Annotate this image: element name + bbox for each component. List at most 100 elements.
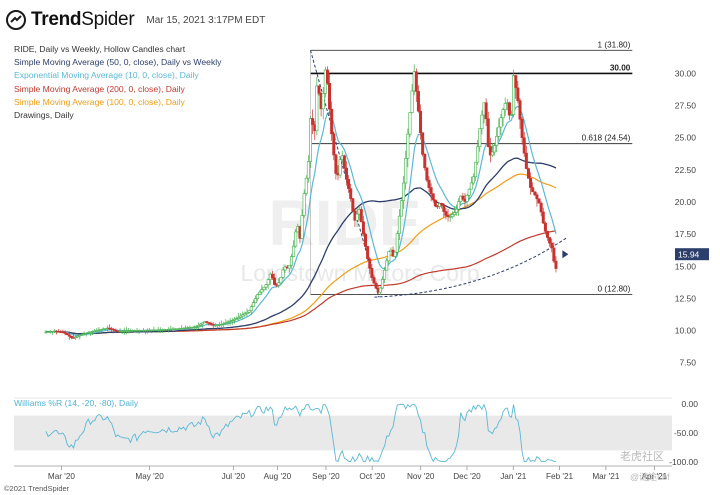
x-tick-label: Apr '21 xyxy=(642,472,668,481)
last-price-label: 15.94 xyxy=(678,250,700,260)
legend-item-sma100[interactable]: Simple Moving Average (100, 0, close), D… xyxy=(14,96,185,107)
candle-body xyxy=(196,324,200,327)
candle-body xyxy=(425,167,429,181)
candle-body xyxy=(474,161,478,178)
y-tick-label: 17.50 xyxy=(675,229,697,239)
candle-body xyxy=(328,82,332,110)
candle-body xyxy=(457,201,461,210)
candle-body xyxy=(304,177,308,194)
last-price-marker xyxy=(562,250,569,259)
candle-body xyxy=(546,231,550,238)
candle-body xyxy=(406,133,410,159)
candle-body xyxy=(258,291,262,295)
candle-body xyxy=(548,237,552,244)
candle-body xyxy=(490,151,494,156)
candle-body xyxy=(370,268,374,278)
candle-body xyxy=(332,133,336,156)
candle-body xyxy=(480,114,484,130)
candle-body xyxy=(452,212,456,215)
fib-level-label: 1 (31.80) xyxy=(598,40,631,49)
candle-body xyxy=(450,214,454,217)
candle-body xyxy=(510,114,514,116)
chart-legend: RIDE, Daily vs Weekly, Hollow Candles ch… xyxy=(14,43,221,122)
x-tick-label: Feb '21 xyxy=(546,472,573,481)
candle-body xyxy=(387,251,391,262)
candle-body xyxy=(520,118,524,139)
candle-body xyxy=(524,152,528,169)
legend-item-sma50[interactable]: Simple Moving Average (50, 0, close), Da… xyxy=(14,57,222,68)
candle-body xyxy=(429,187,433,195)
candle-body xyxy=(414,71,418,92)
candle-body xyxy=(493,145,497,153)
wr-tick-label: -50.00 xyxy=(674,428,698,438)
candle-body xyxy=(306,161,310,179)
x-tick-label: Sep '20 xyxy=(312,472,340,481)
candle-body xyxy=(455,208,459,213)
candle-body xyxy=(374,282,378,289)
candle-body xyxy=(207,322,211,324)
drawing-swing-line xyxy=(310,50,380,298)
y-tick-label: 30.00 xyxy=(675,68,697,78)
wr-tick-label: -100.00 xyxy=(669,457,698,467)
candle-body xyxy=(114,329,118,332)
candle-body xyxy=(419,110,423,133)
y-tick-label: 20.00 xyxy=(675,197,697,207)
candle-body xyxy=(239,315,243,318)
candle-body xyxy=(249,306,253,311)
candle-body xyxy=(260,289,264,293)
candle-body xyxy=(514,75,518,89)
candle-body xyxy=(526,168,530,179)
candle-body xyxy=(300,215,304,239)
candle-body xyxy=(264,284,268,288)
candle-body xyxy=(287,264,291,269)
wr-neutral-band xyxy=(14,415,672,451)
candle-body xyxy=(361,221,365,235)
candle-body xyxy=(366,246,370,260)
candle-body xyxy=(469,182,473,190)
drawing-trend-curve xyxy=(374,237,567,298)
candle-body xyxy=(302,193,306,216)
timestamp: Mar 15, 2021 3:17PM EDT xyxy=(146,14,266,26)
y-tick-label: 12.50 xyxy=(675,293,697,303)
candle-body xyxy=(503,103,507,110)
candle-body xyxy=(467,188,471,196)
candle-body xyxy=(234,318,238,320)
candle-body xyxy=(488,146,492,156)
candle-body xyxy=(330,108,334,135)
candle-body xyxy=(433,199,437,207)
candle-body xyxy=(442,205,446,212)
candle-body xyxy=(399,200,403,217)
candle-body xyxy=(393,251,397,257)
sma50-line xyxy=(45,157,557,335)
candle-body xyxy=(294,231,298,247)
candle-body xyxy=(516,87,520,101)
legend-item-ema10[interactable]: Exponential Moving Average (10, 0, close… xyxy=(14,70,199,81)
candle-body xyxy=(440,203,444,206)
fib-level-label: 0 (12.80) xyxy=(598,285,631,294)
candle-body xyxy=(397,215,401,234)
candle-body xyxy=(78,334,82,337)
candle-body xyxy=(270,273,274,279)
candle-body xyxy=(541,211,545,224)
legend-item-sma200[interactable]: Simple Moving Average (200, 0, close), D… xyxy=(14,83,185,94)
candle-body xyxy=(321,93,325,110)
candle-body xyxy=(543,222,547,232)
candle-body xyxy=(256,294,260,299)
wr-tick-label: 0.00 xyxy=(681,399,698,409)
candle-body xyxy=(74,336,78,339)
candle-body xyxy=(478,128,482,148)
candle-body xyxy=(529,178,533,188)
williams-r-line xyxy=(45,403,556,463)
candle-body xyxy=(309,118,313,162)
legend-item-drawings[interactable]: Drawings, Daily xyxy=(14,110,74,121)
last-price-badge xyxy=(675,248,709,261)
candle-body xyxy=(237,316,241,319)
x-tick-label: Mar '20 xyxy=(48,472,75,481)
candle-body xyxy=(522,137,526,154)
x-tick-label: Jan '21 xyxy=(500,472,527,481)
candle-body xyxy=(408,112,412,135)
brand-name: TrendSpider xyxy=(31,9,135,30)
candle-body xyxy=(355,213,359,221)
candle-body xyxy=(421,132,425,155)
